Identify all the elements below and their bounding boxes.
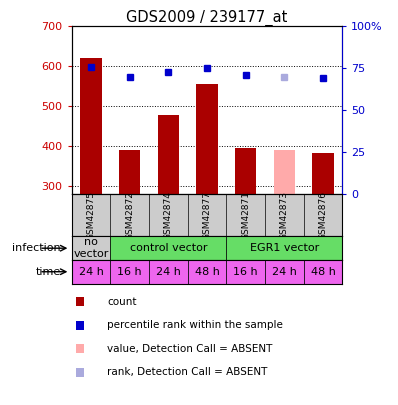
Bar [80, 58, 101, 194]
Bar [110, 237, 226, 260]
Text: GSM42875: GSM42875 [86, 191, 96, 240]
Text: no
vector: no vector [73, 237, 109, 259]
Bar [149, 260, 187, 283]
Text: control vector: control vector [129, 243, 207, 253]
Text: 24 h: 24 h [78, 267, 103, 277]
Text: EGR1 vector: EGR1 vector [250, 243, 319, 253]
Bar [235, 147, 256, 194]
Text: infection: infection [12, 243, 60, 253]
Text: rank, Detection Call = ABSENT: rank, Detection Call = ABSENT [107, 367, 268, 377]
Bar [304, 260, 342, 283]
Bar [158, 115, 179, 194]
Text: 48 h: 48 h [195, 267, 219, 277]
Text: time: time [35, 267, 60, 277]
Text: GSM42877: GSM42877 [203, 191, 211, 240]
Text: GSM42874: GSM42874 [164, 191, 173, 240]
Title: GDS2009 / 239177_at: GDS2009 / 239177_at [126, 10, 288, 26]
Text: 16 h: 16 h [233, 267, 258, 277]
Bar [187, 260, 226, 283]
Bar [196, 84, 218, 194]
Text: count: count [107, 297, 137, 307]
Bar [72, 260, 110, 283]
Text: GSM42873: GSM42873 [280, 191, 289, 240]
Bar [226, 260, 265, 283]
Bar [265, 260, 304, 283]
Text: 16 h: 16 h [117, 267, 142, 277]
Bar [226, 237, 342, 260]
Text: GSM42872: GSM42872 [125, 191, 134, 240]
Bar [72, 237, 110, 260]
Text: 48 h: 48 h [310, 267, 336, 277]
Bar [312, 153, 334, 194]
Text: value, Detection Call = ABSENT: value, Detection Call = ABSENT [107, 344, 273, 354]
Bar [119, 150, 140, 194]
Bar [110, 260, 149, 283]
Text: GSM42871: GSM42871 [241, 191, 250, 240]
Text: 24 h: 24 h [156, 267, 181, 277]
Text: 24 h: 24 h [272, 267, 297, 277]
Bar [274, 149, 295, 194]
Text: GSM42876: GSM42876 [318, 191, 328, 240]
Text: percentile rank within the sample: percentile rank within the sample [107, 320, 283, 330]
